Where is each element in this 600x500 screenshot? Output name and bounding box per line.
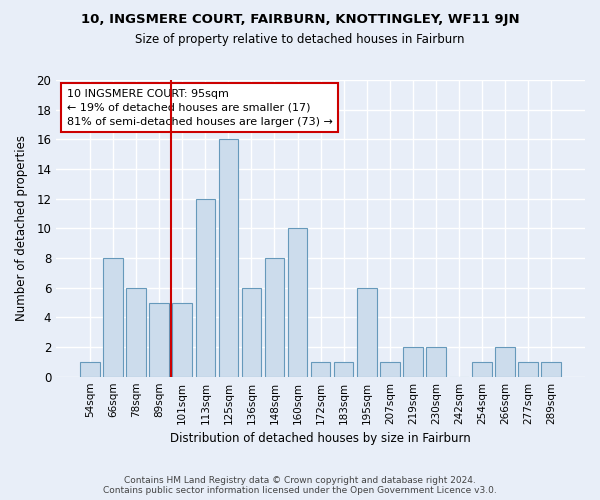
Bar bbox=[80, 362, 100, 376]
Bar bbox=[426, 347, 446, 376]
Bar bbox=[103, 258, 123, 376]
Bar bbox=[495, 347, 515, 376]
Text: Contains HM Land Registry data © Crown copyright and database right 2024.
Contai: Contains HM Land Registry data © Crown c… bbox=[103, 476, 497, 495]
Bar bbox=[311, 362, 331, 376]
Bar bbox=[218, 140, 238, 376]
Bar bbox=[380, 362, 400, 376]
Bar bbox=[541, 362, 561, 376]
Bar bbox=[518, 362, 538, 376]
Text: 10 INGSMERE COURT: 95sqm
← 19% of detached houses are smaller (17)
81% of semi-d: 10 INGSMERE COURT: 95sqm ← 19% of detach… bbox=[67, 89, 332, 127]
Bar bbox=[127, 288, 146, 376]
Bar bbox=[403, 347, 422, 376]
Bar bbox=[288, 228, 307, 376]
Bar bbox=[357, 288, 377, 376]
Bar bbox=[242, 288, 261, 376]
Bar bbox=[149, 302, 169, 376]
Bar bbox=[334, 362, 353, 376]
Bar bbox=[265, 258, 284, 376]
Bar bbox=[196, 198, 215, 376]
Text: Size of property relative to detached houses in Fairburn: Size of property relative to detached ho… bbox=[135, 32, 465, 46]
Bar bbox=[472, 362, 492, 376]
X-axis label: Distribution of detached houses by size in Fairburn: Distribution of detached houses by size … bbox=[170, 432, 471, 445]
Y-axis label: Number of detached properties: Number of detached properties bbox=[15, 136, 28, 322]
Text: 10, INGSMERE COURT, FAIRBURN, KNOTTINGLEY, WF11 9JN: 10, INGSMERE COURT, FAIRBURN, KNOTTINGLE… bbox=[80, 12, 520, 26]
Bar bbox=[172, 302, 192, 376]
